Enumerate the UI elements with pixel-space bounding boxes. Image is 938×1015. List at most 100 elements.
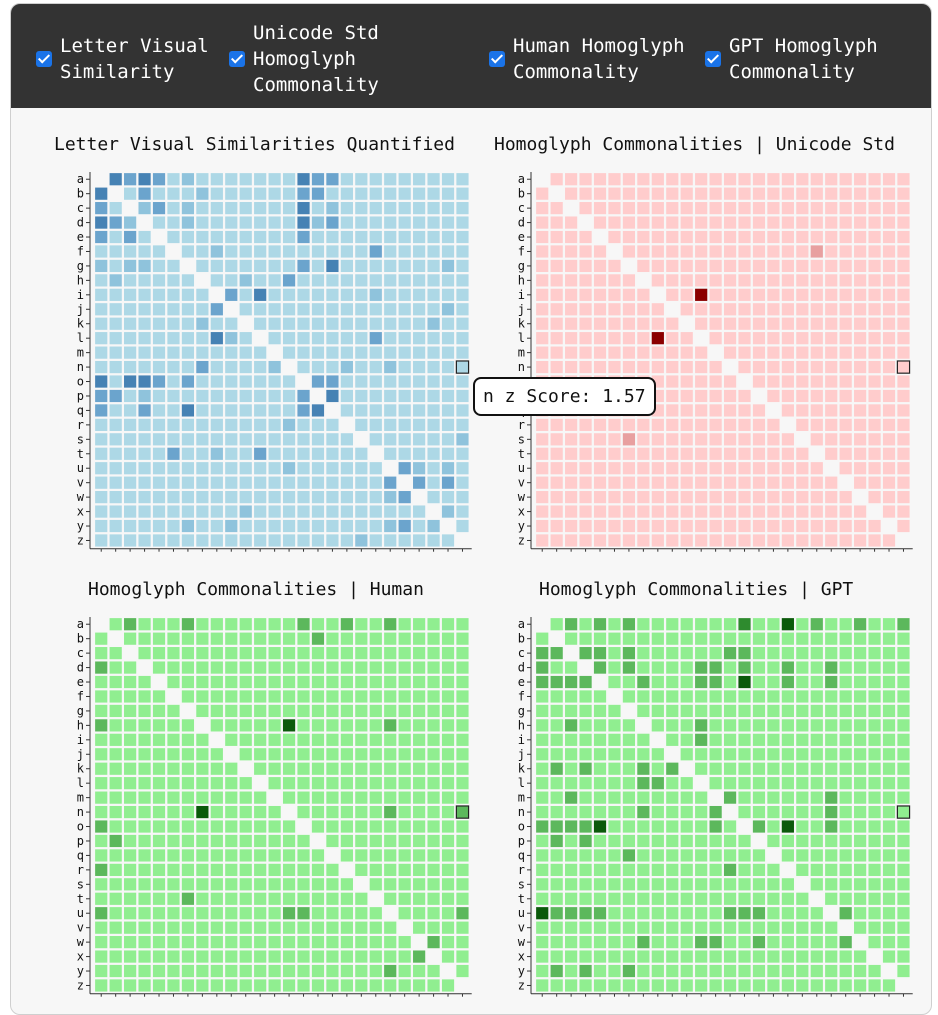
heatmap-cell[interactable] xyxy=(297,791,310,804)
heatmap-cell[interactable] xyxy=(579,202,592,215)
heatmap-cell[interactable] xyxy=(427,202,440,215)
heatmap-cell[interactable] xyxy=(680,216,693,229)
heatmap-cell[interactable] xyxy=(695,418,708,431)
heatmap-cell[interactable] xyxy=(854,389,867,403)
heatmap-cell[interactable] xyxy=(752,476,766,489)
heatmap-cell[interactable] xyxy=(427,433,440,446)
heatmap-cell[interactable] xyxy=(593,791,607,804)
heatmap-cell[interactable] xyxy=(355,907,368,920)
heatmap-cell[interactable] xyxy=(637,303,650,316)
heatmap-cell[interactable] xyxy=(124,462,137,475)
heatmap-cell[interactable] xyxy=(297,534,310,547)
heatmap-cell[interactable] xyxy=(752,675,766,689)
heatmap-cell[interactable] xyxy=(680,418,693,431)
heatmap-cell[interactable] xyxy=(839,936,852,949)
heatmap-cell[interactable] xyxy=(854,907,867,920)
heatmap-cell[interactable] xyxy=(268,907,281,920)
heatmap-cell[interactable] xyxy=(210,187,223,200)
heatmap-cell[interactable] xyxy=(854,187,867,200)
heatmap-cell[interactable] xyxy=(239,462,252,475)
heatmap-cell[interactable] xyxy=(810,762,823,775)
heatmap-cell[interactable] xyxy=(608,820,621,833)
heatmap-cell[interactable] xyxy=(138,274,151,287)
heatmap-cell[interactable] xyxy=(427,849,440,862)
heatmap-cell[interactable] xyxy=(680,230,693,244)
heatmap-cell[interactable] xyxy=(680,921,693,934)
heatmap-cell[interactable] xyxy=(109,690,122,703)
heatmap-cell[interactable] xyxy=(441,632,455,645)
heatmap-cell[interactable] xyxy=(651,777,664,790)
heatmap-cell[interactable] xyxy=(608,230,621,244)
heatmap-cell[interactable] xyxy=(138,447,151,460)
heatmap-cell[interactable] xyxy=(95,462,108,475)
heatmap-cell[interactable] xyxy=(868,202,881,215)
heatmap-cell[interactable] xyxy=(767,346,780,359)
heatmap-cell[interactable] xyxy=(181,878,195,891)
heatmap-cell[interactable] xyxy=(138,303,151,316)
heatmap-cell[interactable] xyxy=(767,505,780,518)
heatmap-cell[interactable] xyxy=(709,849,722,862)
heatmap-cell[interactable] xyxy=(282,762,296,775)
heatmap-cell[interactable] xyxy=(340,216,353,229)
heatmap-cell[interactable] xyxy=(536,433,549,446)
heatmap-cell[interactable] xyxy=(456,632,469,645)
heatmap-cell[interactable] xyxy=(810,389,823,403)
heatmap-cell[interactable] xyxy=(767,719,780,732)
heatmap-cell[interactable] xyxy=(326,447,339,460)
heatmap-cell[interactable] xyxy=(593,849,607,862)
heatmap-cell[interactable] xyxy=(167,892,180,905)
heatmap-cell[interactable] xyxy=(868,187,881,200)
heatmap-cell[interactable] xyxy=(882,777,896,790)
heatmap-cell[interactable] xyxy=(369,173,382,186)
heatmap-cell[interactable] xyxy=(882,245,896,258)
heatmap-cell[interactable] xyxy=(384,849,397,862)
heatmap-cell[interactable] xyxy=(825,632,838,645)
heatmap-cell[interactable] xyxy=(355,505,368,518)
heatmap-cell[interactable] xyxy=(868,259,881,273)
heatmap-cell[interactable] xyxy=(637,534,650,547)
heatmap-cell[interactable] xyxy=(854,964,867,978)
heatmap-cell[interactable] xyxy=(738,447,751,460)
heatmap-cell[interactable] xyxy=(441,820,455,833)
heatmap-cell[interactable] xyxy=(109,389,122,403)
heatmap-cell[interactable] xyxy=(695,187,708,200)
heatmap-cell[interactable] xyxy=(825,491,838,504)
heatmap-cell[interactable] xyxy=(254,704,267,718)
heatmap-cell[interactable] xyxy=(882,332,896,345)
heatmap-cell[interactable] xyxy=(225,704,238,718)
heatmap-cell[interactable] xyxy=(297,921,310,934)
heatmap-cell[interactable] xyxy=(196,476,209,489)
heatmap-cell[interactable] xyxy=(637,245,650,258)
heatmap-cell[interactable] xyxy=(413,447,426,460)
heatmap-cell[interactable] xyxy=(550,704,563,718)
heatmap-cell[interactable] xyxy=(550,921,563,934)
heatmap-cell[interactable] xyxy=(854,274,867,287)
heatmap-cell[interactable] xyxy=(326,834,339,848)
heatmap-cell[interactable] xyxy=(384,216,397,229)
heatmap-cell[interactable] xyxy=(897,404,910,417)
heatmap-cell[interactable] xyxy=(839,849,852,862)
heatmap-cell[interactable] xyxy=(666,389,679,403)
heatmap-cell[interactable] xyxy=(456,762,469,775)
heatmap-cell[interactable] xyxy=(124,519,137,533)
heatmap-cell[interactable] xyxy=(427,820,440,833)
heatmap-cell[interactable] xyxy=(897,447,910,460)
heatmap-cell[interactable] xyxy=(152,418,166,431)
heatmap-cell[interactable] xyxy=(622,647,636,660)
heatmap-cell[interactable] xyxy=(413,762,426,775)
heatmap-cell[interactable] xyxy=(752,777,766,790)
heatmap-cell[interactable] xyxy=(738,303,751,316)
heatmap-cell-hovered[interactable] xyxy=(896,805,911,819)
heatmap-cell[interactable] xyxy=(854,332,867,345)
heatmap-cell[interactable] xyxy=(124,878,137,891)
heatmap-cell[interactable] xyxy=(565,317,578,330)
heatmap-cell[interactable] xyxy=(565,360,578,374)
heatmap-cell[interactable] xyxy=(868,332,881,345)
heatmap-cell[interactable] xyxy=(225,375,238,388)
heatmap-cell[interactable] xyxy=(882,404,896,417)
heatmap-cell[interactable] xyxy=(181,202,195,215)
heatmap-cell[interactable] xyxy=(210,418,223,431)
heatmap-cell[interactable] xyxy=(282,632,296,645)
heatmap-cell[interactable] xyxy=(340,921,353,934)
heatmap-cell[interactable] xyxy=(268,892,281,905)
